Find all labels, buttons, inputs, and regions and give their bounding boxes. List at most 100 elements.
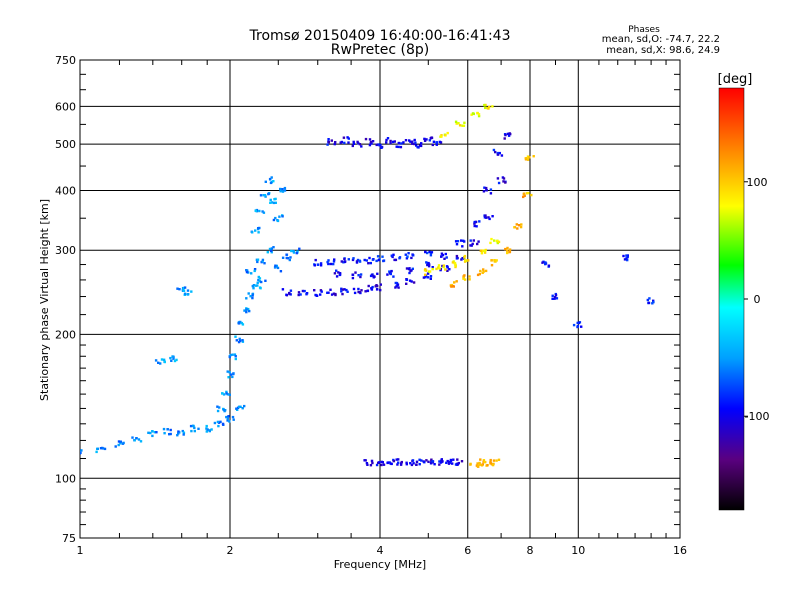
data-point [182, 289, 186, 292]
data-point [463, 121, 466, 124]
data-point [173, 359, 177, 363]
data-point [386, 461, 390, 464]
data-point [272, 246, 275, 249]
data-point [227, 376, 230, 379]
data-point [169, 356, 172, 360]
data-point [429, 275, 433, 278]
data-point [454, 264, 457, 267]
data-point [508, 132, 511, 135]
data-point [405, 463, 408, 466]
data-point [267, 192, 270, 195]
data-point [541, 261, 544, 264]
data-point [623, 258, 627, 261]
data-point [234, 357, 237, 361]
data-point [261, 258, 265, 262]
data-point [175, 358, 178, 362]
y-tick-label: 100 [55, 472, 76, 485]
data-point [235, 339, 238, 342]
data-point [378, 461, 381, 464]
data-point [423, 461, 426, 464]
data-point [370, 288, 374, 291]
data-point [329, 288, 332, 291]
data-point [254, 209, 257, 212]
data-point [516, 227, 519, 230]
data-point [377, 258, 380, 262]
data-point [430, 136, 433, 139]
data-point [426, 272, 430, 275]
scatter-points [80, 103, 655, 468]
data-point [390, 462, 393, 466]
data-point [191, 424, 195, 427]
data-point [431, 266, 434, 269]
data-point [428, 250, 431, 254]
data-point [444, 134, 447, 137]
data-point [285, 253, 288, 256]
data-point [412, 462, 415, 465]
data-point [458, 124, 462, 127]
data-point [502, 180, 505, 183]
data-point [338, 272, 342, 275]
data-point [477, 113, 481, 116]
data-point [80, 449, 83, 452]
data-point [99, 447, 103, 450]
colorbar-tick-label: 0 [754, 293, 761, 306]
y-tick-label: 75 [62, 532, 76, 545]
data-point [437, 266, 440, 269]
data-point [253, 268, 257, 271]
colorbar-tick-label: -100 [745, 410, 770, 423]
data-point [456, 463, 459, 466]
data-point [281, 256, 285, 259]
data-point [183, 286, 187, 289]
chart-title: Tromsø 20150409 16:40:00-16:41:43 [249, 28, 511, 44]
data-point [166, 428, 169, 431]
data-point [343, 260, 346, 264]
data-point [625, 254, 628, 257]
data-point [487, 216, 490, 219]
data-point [626, 258, 629, 262]
data-point [409, 269, 412, 273]
data-point [506, 251, 509, 255]
data-point [245, 308, 248, 311]
data-point [490, 259, 493, 262]
data-point [357, 142, 360, 145]
data-point [520, 223, 523, 226]
data-point [463, 256, 466, 259]
data-point [368, 256, 371, 260]
data-point [460, 258, 463, 261]
y-tick-labels: 75 100 200 300 400 500 600 750 [55, 54, 76, 545]
x-tick-labels: 1 2 4 6 8 10 16 [77, 544, 688, 557]
data-point [439, 461, 443, 464]
data-point [363, 459, 366, 462]
data-point [393, 258, 396, 262]
data-point [177, 430, 180, 433]
data-point [389, 139, 392, 143]
data-point [228, 371, 231, 374]
data-point [341, 292, 344, 296]
data-point [483, 249, 486, 253]
data-point [263, 262, 266, 265]
data-point [440, 255, 443, 258]
data-point [425, 459, 428, 462]
data-point [319, 289, 323, 292]
data-point [221, 422, 225, 426]
data-point [392, 140, 395, 144]
data-point [427, 261, 430, 265]
data-point [410, 280, 413, 283]
data-point [182, 433, 185, 436]
data-point [339, 141, 342, 144]
data-point [397, 458, 400, 461]
data-point [251, 296, 254, 300]
data-point [446, 269, 449, 272]
data-point [190, 290, 193, 293]
data-point [506, 132, 510, 136]
data-point [160, 358, 164, 361]
data-point [274, 265, 277, 269]
data-point [365, 462, 369, 465]
data-point [370, 459, 374, 463]
data-point [370, 142, 373, 145]
colorbar-unit-label: [deg] [718, 72, 753, 87]
data-point [270, 176, 273, 179]
data-point [409, 140, 412, 143]
data-point [388, 270, 391, 273]
